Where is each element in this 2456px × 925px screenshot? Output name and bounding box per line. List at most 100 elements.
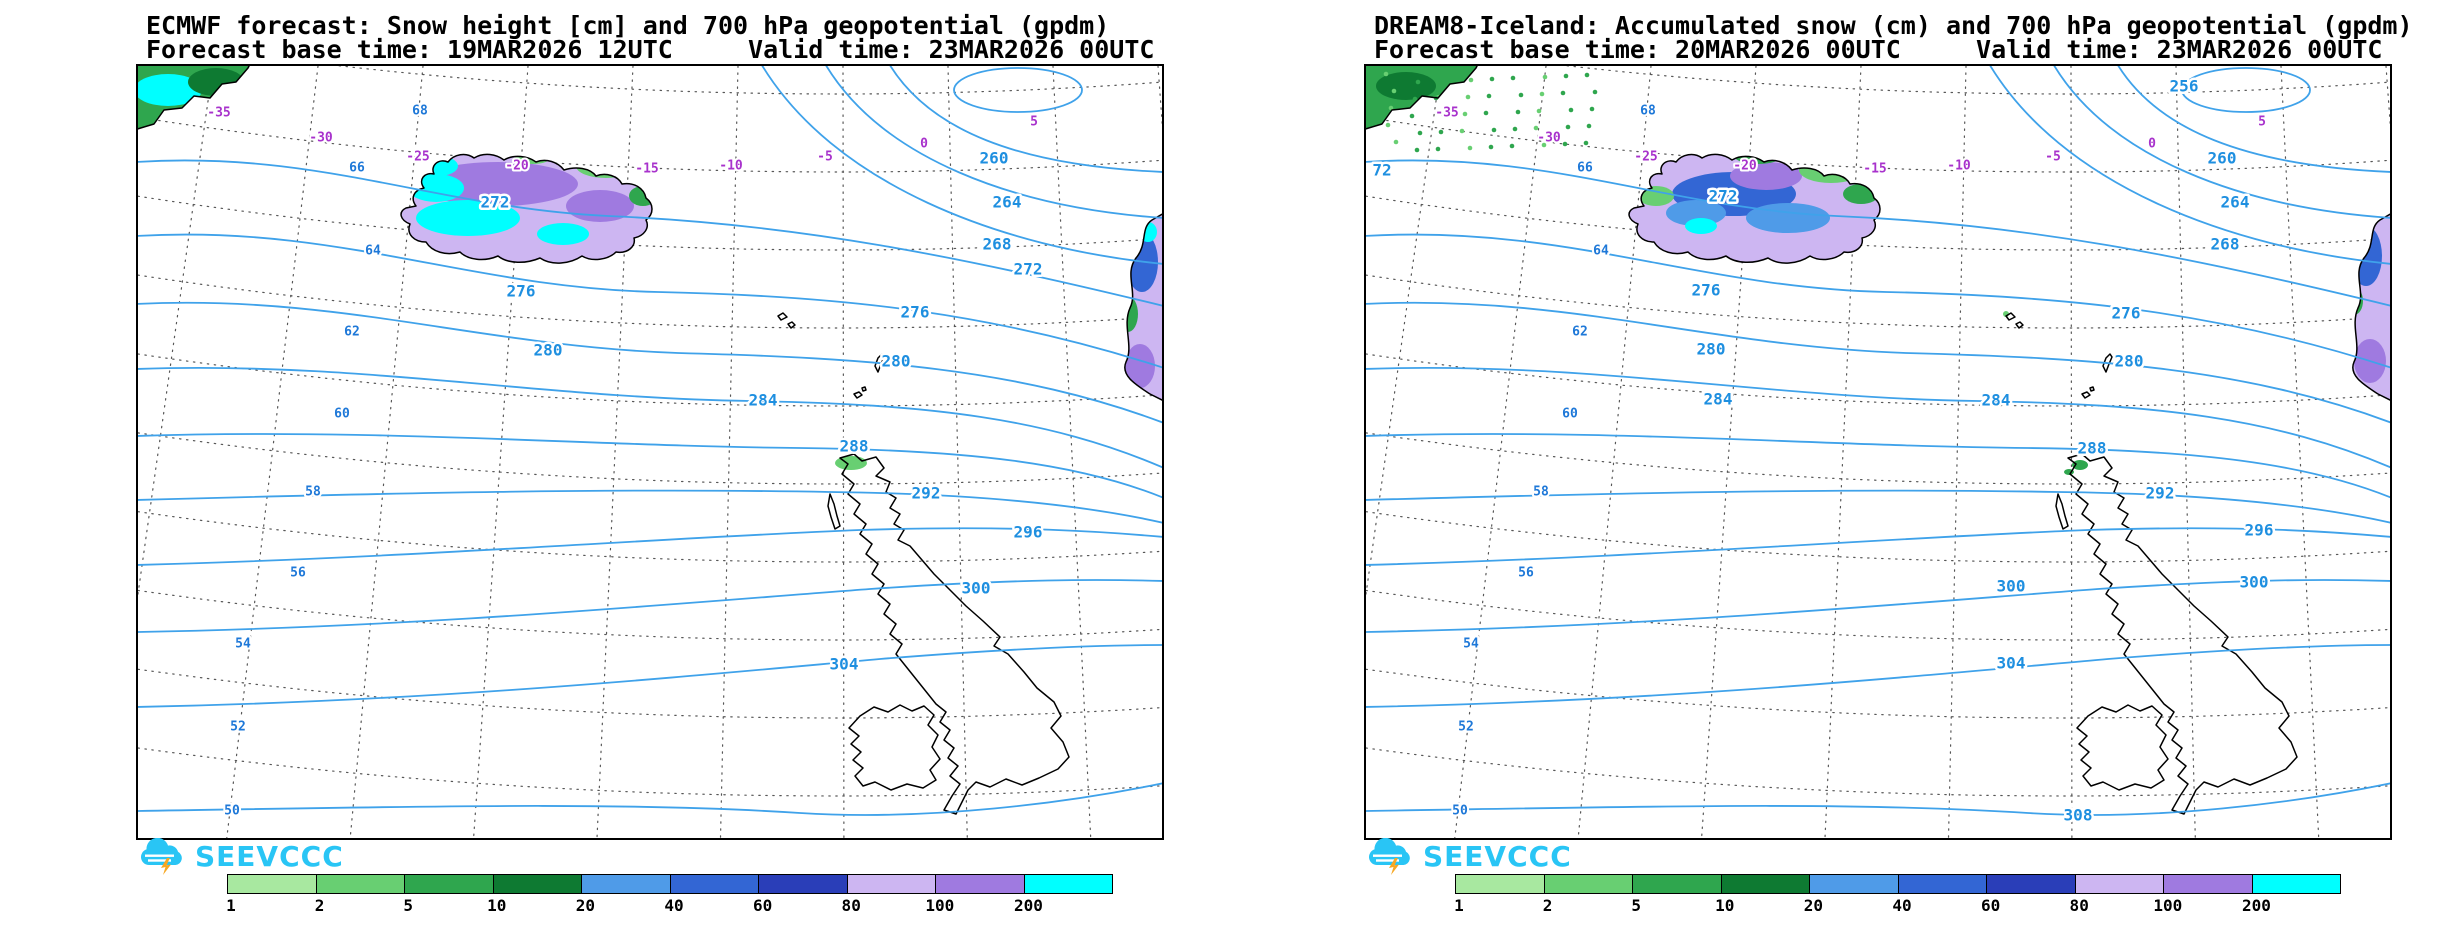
- snow-stipple-dot: [1467, 145, 1473, 151]
- coastlines: [1366, 66, 2390, 815]
- longitude-label: 5: [2258, 115, 2266, 130]
- seevccc-logo-text: SEEVCCC: [195, 840, 344, 873]
- longitude-label: 0: [920, 137, 928, 152]
- graticule-meridian: [2175, 66, 2196, 838]
- legend-tick-label: 60: [1980, 896, 2001, 915]
- contour-label: 276: [507, 282, 536, 301]
- latitude-label: 58: [305, 485, 321, 500]
- graticule-parallel: [138, 589, 1162, 641]
- coastline: [827, 493, 841, 530]
- contour-label: 292: [912, 484, 941, 503]
- contour-line-closed-low: [2181, 67, 2311, 113]
- longitude-label: -15: [1863, 162, 1886, 177]
- contour-line: [761, 66, 1162, 265]
- legend-segment: [493, 875, 582, 893]
- snow-stipple-dot: [1489, 76, 1495, 82]
- legend-tick-label: 200: [2241, 896, 2271, 915]
- snow-patch: [537, 223, 589, 245]
- coastline: [861, 386, 867, 392]
- legend-segment: [759, 875, 848, 893]
- legend-segment: [1810, 875, 1899, 893]
- legend-colorbar: [227, 874, 1113, 894]
- contour-label: 276: [901, 303, 930, 322]
- legend-tick-label: 10: [1715, 896, 1735, 915]
- contour-label: 292: [2146, 484, 2175, 503]
- snow-stipple-dot: [1383, 71, 1389, 77]
- contour-line: [1366, 782, 2390, 816]
- contour-line: [2053, 66, 2390, 219]
- graticule-parallel: [138, 747, 1162, 797]
- latitude-label: 60: [334, 407, 350, 422]
- snow-stipple-dot: [1536, 108, 1542, 114]
- legend-segment: [582, 875, 671, 893]
- contour-line: [825, 66, 1162, 219]
- legend-colorbar: [1455, 874, 2341, 894]
- legend-tick-label: 60: [752, 896, 773, 915]
- geopotential-contours: [138, 66, 1162, 816]
- contour-label: 260: [980, 149, 1009, 168]
- legend-tick-label: 2: [314, 896, 325, 915]
- latitude-label: 66: [349, 161, 365, 176]
- graticule-meridian: [719, 66, 739, 838]
- snow-stipple-dot: [1515, 109, 1521, 115]
- seevccc-logo-icon: [1369, 838, 1410, 875]
- latitude-label: 54: [1463, 637, 1479, 652]
- coastline: [1628, 153, 1881, 264]
- legend-tick-label: 5: [403, 896, 414, 915]
- graticule-meridian: [1947, 66, 1967, 838]
- map-canvas-ecmwf: 2602642682722722762762802802842882922963…: [138, 66, 1162, 838]
- latitude-label: 68: [1640, 104, 1656, 119]
- logo-cloud: [141, 838, 182, 865]
- longitude-label: -20: [1733, 159, 1757, 174]
- map-canvas-dream8: 256 260 264 268 72 272 276 276 280 280 284 284 288 29…: [1366, 66, 2390, 838]
- snow-patch: [1685, 218, 1717, 234]
- contour-line: [138, 159, 1162, 307]
- longitude-label: -10: [1947, 159, 1971, 174]
- snow-stipple-dot: [1583, 140, 1589, 146]
- graticule-parallel: [1366, 668, 2390, 719]
- legend-tick-label: 100: [925, 896, 955, 915]
- legend-tick-label: 10: [487, 896, 507, 915]
- snow-stipple-dot: [1483, 110, 1489, 116]
- logo-cloud: [1369, 838, 1410, 865]
- contour-line-closed-low: [953, 67, 1083, 113]
- legend-segment: [2075, 875, 2164, 893]
- logo-cloud-stripe: [1373, 854, 1402, 857]
- contour-line: [1366, 367, 2390, 469]
- contour-label: 268: [983, 235, 1012, 254]
- coastline: [2081, 391, 2091, 399]
- snow-patch: [1666, 200, 1726, 226]
- panel-dream8-forecast: DREAM8-Iceland: Accumulated snow (cm) an…: [1228, 0, 2456, 925]
- graticule-meridian: [2070, 66, 2073, 838]
- coastline: [777, 312, 788, 321]
- snow-patch: [416, 200, 520, 236]
- snow-patch: [1746, 203, 1830, 233]
- longitude-label: -5: [2045, 150, 2061, 165]
- logo-row: SEEVCCC: [1366, 838, 1572, 876]
- snow-stipple-dot: [1592, 89, 1598, 95]
- snow-stipple-dot: [1409, 113, 1415, 119]
- contour-label: 280: [2115, 352, 2144, 371]
- latitude-label: 68: [412, 104, 428, 119]
- graticule-meridian: [842, 66, 845, 838]
- legend-tick-label: 1: [1454, 896, 1464, 915]
- coastline: [138, 66, 250, 130]
- snow-patch: [1125, 344, 1155, 388]
- legend-segment: [936, 875, 1025, 893]
- latitude-label: 50: [1452, 804, 1468, 819]
- legend-segment: [1987, 875, 2076, 893]
- logo-cloud-stripe: [1376, 859, 1399, 862]
- legend-segment: [1721, 875, 1810, 893]
- legend-segment: [316, 875, 405, 893]
- snow-stipple-dot: [1438, 129, 1444, 135]
- legend-tick-label: 100: [2153, 896, 2183, 915]
- coastline: [2005, 312, 2016, 321]
- graticule-parallel: [1366, 511, 2390, 563]
- graticule-meridian: [1824, 66, 1862, 838]
- latitude-label: 52: [230, 720, 246, 735]
- legend-tick-label: 5: [1631, 896, 1642, 915]
- snow-patch: [1730, 162, 1802, 190]
- coastline: [2352, 213, 2390, 401]
- longitude-label: -25: [1634, 150, 1657, 165]
- snow-stipple-dot: [1459, 128, 1465, 134]
